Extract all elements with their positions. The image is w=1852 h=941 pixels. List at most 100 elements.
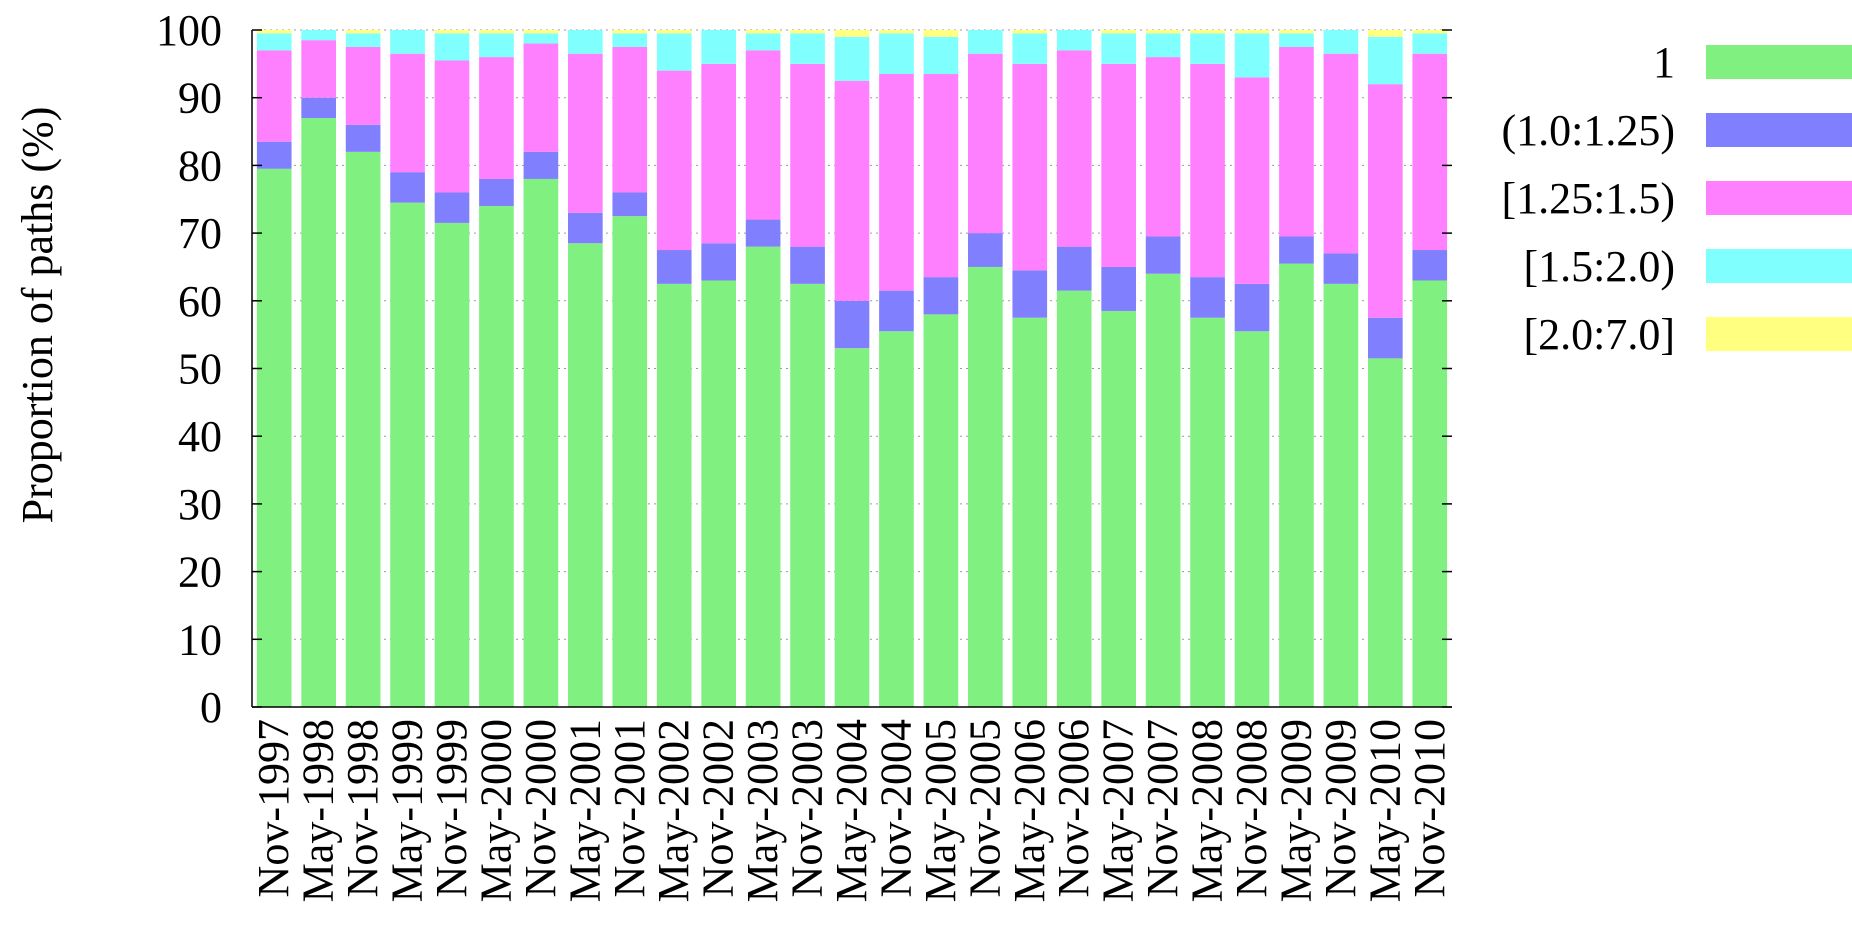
x-tick-label: Nov-2004 (871, 719, 920, 897)
bar-segment-2-Nov-1997 (256, 141, 292, 169)
bar-segment-3-May-1998 (301, 40, 336, 98)
bar-segment-3-Nov-2007 (1145, 57, 1181, 237)
bar-segment-2-Nov-2002 (701, 243, 736, 281)
bar-segment-4-May-2002 (656, 33, 692, 71)
x-tick-label: Nov-2002 (694, 719, 743, 897)
x-tick-label: Nov-2001 (605, 719, 654, 897)
bar-segment-5-May-2000 (479, 30, 514, 34)
bar-segment-2-Nov-2005 (968, 233, 1003, 267)
bar-segment-1-Nov-2001 (612, 216, 648, 707)
bar-segment-4-May-2000 (479, 33, 514, 58)
bar-segment-5-Nov-1998 (345, 30, 381, 34)
bar-segment-5-May-2003 (745, 30, 781, 34)
y-tick-labels: 0 10 20 30 40 50 60 70 80 90 100 (156, 6, 222, 732)
bar-segment-3-Nov-2006 (1056, 50, 1092, 247)
bar-segment-2-May-1999 (390, 172, 425, 203)
bar-segment-1-May-2000 (479, 206, 514, 707)
bar-segment-3-Nov-2000 (523, 43, 559, 152)
bar-segment-1-May-2008 (1190, 317, 1225, 707)
x-tick-label: Nov-2006 (1049, 719, 1098, 897)
legend-label: [1.25:1.5) (1501, 174, 1675, 223)
bar-segment-3-Nov-2008 (1234, 77, 1270, 284)
bar-segment-4-Nov-2009 (1323, 30, 1359, 54)
bar-segment-4-May-2004 (834, 36, 870, 81)
bar-segment-5-May-2007 (1101, 30, 1136, 34)
bar-segment-4-May-2003 (745, 33, 781, 51)
bar-segment-4-Nov-2000 (523, 33, 559, 44)
bar-segment-3-Nov-2005 (968, 53, 1003, 234)
bar-segment-4-Nov-2006 (1056, 30, 1092, 51)
bar-segment-4-May-1999 (390, 30, 425, 54)
bar-segment-2-Nov-1998 (345, 124, 381, 152)
legend-swatch (1706, 113, 1852, 147)
bar-segment-1-Nov-2002 (701, 280, 736, 707)
bar-segment-4-May-2006 (1012, 33, 1048, 64)
bar-segment-1-May-2007 (1101, 310, 1136, 707)
bar-segment-5-May-2010 (1368, 30, 1403, 37)
bar-segment-4-May-2009 (1279, 33, 1314, 47)
bar-segment-5-Nov-2001 (612, 30, 648, 34)
x-tick-label: May-2002 (649, 719, 698, 902)
bar-segment-4-May-1998 (301, 30, 336, 41)
bar-segment-2-May-2005 (923, 277, 959, 315)
x-tick-label: May-2006 (1005, 719, 1054, 902)
bar-segment-2-Nov-1999 (434, 192, 470, 223)
bar-segment-5-Nov-2000 (523, 30, 559, 34)
bar-segment-3-Nov-1999 (434, 60, 470, 193)
bar-segment-4-May-2007 (1101, 33, 1136, 64)
legend-label: [2.0:7.0] (1523, 310, 1675, 359)
bar-segment-1-Nov-1997 (256, 168, 292, 707)
bar-segment-2-May-2002 (656, 250, 692, 284)
bar-segment-3-Nov-2004 (879, 74, 914, 291)
bar-segment-2-May-2000 (479, 178, 514, 207)
bar-segment-2-May-2010 (1368, 317, 1403, 359)
y-tick-label: 60 (178, 277, 222, 326)
bar-segment-1-May-2006 (1012, 317, 1048, 707)
bar-segment-5-Nov-2004 (879, 30, 914, 34)
bar-segment-5-Nov-2008 (1234, 30, 1270, 34)
x-tick-label: Nov-2010 (1405, 719, 1454, 897)
y-tick-label: 30 (178, 480, 222, 529)
bar-segment-4-May-2001 (568, 30, 603, 54)
bar-segment-3-May-2004 (834, 80, 870, 301)
x-tick-label: Nov-2000 (516, 719, 565, 897)
bar-segment-4-Nov-2008 (1234, 33, 1270, 78)
x-tick-label: Nov-2005 (960, 719, 1009, 897)
bar-segment-1-May-1999 (390, 202, 425, 707)
bar-segment-4-Nov-1997 (256, 33, 292, 51)
y-tick-label: 100 (156, 6, 222, 55)
x-tick-label: Nov-2009 (1316, 719, 1365, 897)
bar-segment-5-Nov-2003 (790, 30, 825, 34)
bar-segment-3-May-2002 (656, 70, 692, 251)
bar-segment-1-May-2001 (568, 243, 603, 707)
legend-swatch (1706, 45, 1852, 79)
bar-segment-4-Nov-2001 (612, 33, 648, 47)
bar-segment-4-May-2008 (1190, 33, 1225, 64)
bar-segment-2-Nov-2006 (1056, 246, 1092, 291)
bar-segment-1-May-1998 (301, 118, 336, 707)
bar-segment-1-Nov-1999 (434, 222, 470, 707)
bar-segment-3-May-2001 (568, 53, 603, 213)
bar-segment-2-Nov-2008 (1234, 283, 1270, 332)
bar-segment-1-May-2005 (923, 314, 959, 707)
x-tick-label: May-2005 (916, 719, 965, 902)
y-tick-label: 10 (178, 615, 222, 664)
bar-segment-5-Nov-1997 (256, 30, 292, 34)
bar-segment-5-Nov-2007 (1145, 30, 1181, 34)
bar-segment-5-May-2009 (1279, 30, 1314, 34)
bar-segment-3-Nov-1997 (256, 50, 292, 142)
bar-segment-1-May-2003 (745, 246, 781, 707)
x-tick-label: Nov-2008 (1227, 719, 1276, 897)
bar-segment-3-Nov-1998 (345, 46, 381, 125)
bar-segment-1-May-2002 (656, 283, 692, 708)
x-tick-label: Nov-2007 (1138, 719, 1187, 897)
bar-segment-2-Nov-2000 (523, 151, 559, 179)
bar-segment-5-Nov-1999 (434, 30, 470, 34)
bar-segment-2-May-2004 (834, 300, 870, 349)
x-tick-label: May-2008 (1183, 719, 1232, 902)
bar-segment-4-Nov-1998 (345, 33, 381, 47)
bar-segment-1-May-2010 (1368, 358, 1403, 707)
y-tick-label: 0 (200, 683, 222, 732)
legend-label: (1.0:1.25) (1501, 106, 1675, 155)
